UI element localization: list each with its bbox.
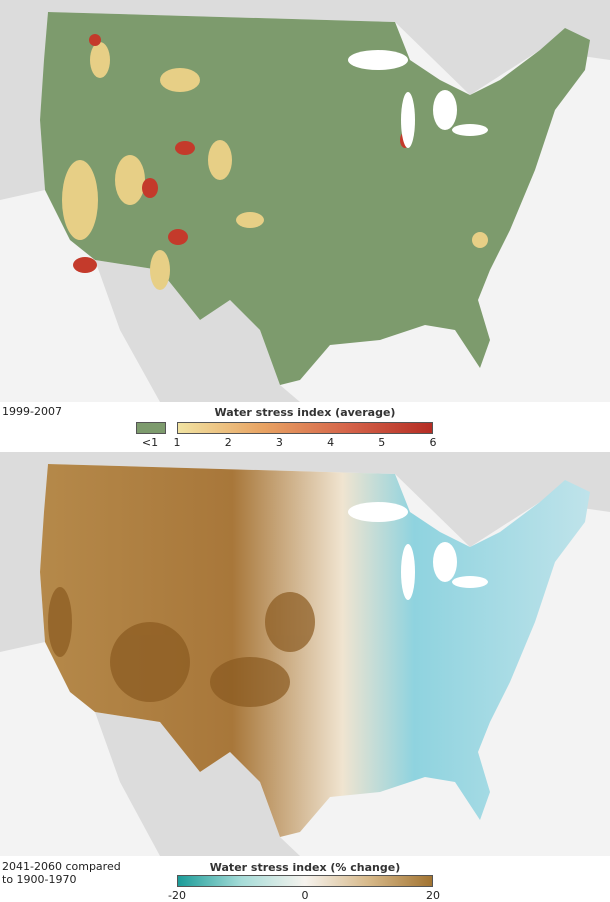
legend-tick-label: 20: [426, 889, 440, 902]
map-bottom: [0, 452, 610, 856]
great-lakes: [348, 50, 488, 148]
great-lakes: [348, 502, 488, 600]
legend-bar: [177, 422, 433, 434]
legend-tick-label: -20: [168, 889, 186, 902]
legend-tick-label: 0: [301, 889, 309, 902]
period-label: 2041-2060 compared to 1900-1970: [2, 860, 121, 886]
legend-low-label: <1: [141, 436, 159, 449]
legend-tick-label: 6: [429, 436, 437, 449]
legend-tick-label: 5: [378, 436, 386, 449]
legend-title: Water stress index (average): [214, 406, 396, 419]
period-label: 1999-2007: [2, 405, 62, 418]
legend-tick-label: 3: [275, 436, 283, 449]
legend-tick-label: 2: [224, 436, 232, 449]
dry-areas: [48, 587, 315, 707]
legend-bar: [177, 875, 433, 887]
legend-tick-label: 4: [327, 436, 335, 449]
legend-tick-label: 1: [173, 436, 181, 449]
legend-title: Water stress index (% change): [209, 861, 401, 874]
map-top: [0, 0, 610, 402]
legend-low-swatch: [136, 422, 166, 434]
stress-areas: [62, 42, 488, 290]
